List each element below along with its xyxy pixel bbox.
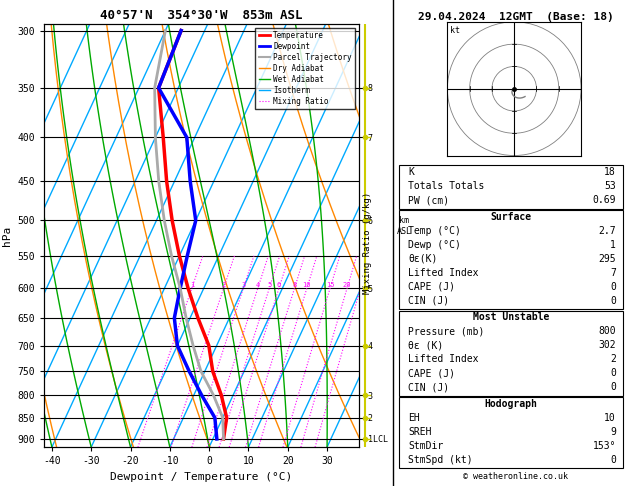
- Text: kt: kt: [450, 26, 460, 35]
- Text: 302: 302: [598, 340, 616, 350]
- Y-axis label: hPa: hPa: [2, 226, 12, 246]
- Text: θε(K): θε(K): [408, 254, 438, 264]
- Text: 153°: 153°: [593, 441, 616, 451]
- Text: 1: 1: [610, 240, 616, 250]
- Text: 0: 0: [610, 382, 616, 392]
- Text: Mixing Ratio (g/kg): Mixing Ratio (g/kg): [364, 192, 372, 294]
- Text: SREH: SREH: [408, 427, 432, 437]
- Text: 18: 18: [604, 167, 616, 177]
- Text: Lifted Index: Lifted Index: [408, 268, 479, 278]
- Text: 29.04.2024  12GMT  (Base: 18): 29.04.2024 12GMT (Base: 18): [418, 12, 614, 22]
- Text: 0: 0: [610, 295, 616, 306]
- Title: 40°57'N  354°30'W  853m ASL: 40°57'N 354°30'W 853m ASL: [100, 9, 303, 22]
- Text: Surface: Surface: [491, 212, 532, 222]
- Text: 7: 7: [610, 268, 616, 278]
- Text: PW (cm): PW (cm): [408, 195, 450, 205]
- Text: 20: 20: [343, 282, 352, 288]
- Text: 0: 0: [610, 281, 616, 292]
- Text: 6: 6: [277, 282, 281, 288]
- Text: 5: 5: [267, 282, 272, 288]
- Legend: Temperature, Dewpoint, Parcel Trajectory, Dry Adiabat, Wet Adiabat, Isotherm, Mi: Temperature, Dewpoint, Parcel Trajectory…: [255, 28, 355, 109]
- Text: 2: 2: [221, 282, 226, 288]
- Text: StmDir: StmDir: [408, 441, 443, 451]
- Y-axis label: km
ASL: km ASL: [397, 216, 412, 236]
- Bar: [399, 165, 623, 208]
- Text: 9: 9: [610, 427, 616, 437]
- Text: Dewp (°C): Dewp (°C): [408, 240, 461, 250]
- Text: CAPE (J): CAPE (J): [408, 368, 455, 378]
- Text: 8: 8: [292, 282, 297, 288]
- Text: Pressure (mb): Pressure (mb): [408, 327, 485, 336]
- Bar: [399, 397, 623, 468]
- Text: θε (K): θε (K): [408, 340, 443, 350]
- X-axis label: Dewpoint / Temperature (°C): Dewpoint / Temperature (°C): [110, 472, 292, 482]
- Text: Hodograph: Hodograph: [484, 399, 538, 409]
- Text: StmSpd (kt): StmSpd (kt): [408, 455, 473, 465]
- Text: 295: 295: [598, 254, 616, 264]
- Text: K: K: [408, 167, 415, 177]
- Text: © weatheronline.co.uk: © weatheronline.co.uk: [464, 472, 568, 481]
- Text: 0.69: 0.69: [593, 195, 616, 205]
- Text: 2: 2: [610, 354, 616, 364]
- Text: Totals Totals: Totals Totals: [408, 181, 485, 191]
- Text: 3: 3: [241, 282, 245, 288]
- Text: 15: 15: [326, 282, 335, 288]
- Text: Most Unstable: Most Unstable: [473, 312, 549, 323]
- Text: Temp (°C): Temp (°C): [408, 226, 461, 236]
- Text: 0: 0: [610, 368, 616, 378]
- Text: EH: EH: [408, 413, 420, 423]
- Text: 10: 10: [303, 282, 311, 288]
- Bar: [399, 311, 623, 396]
- Text: 1: 1: [190, 282, 194, 288]
- Text: 2.7: 2.7: [598, 226, 616, 236]
- Text: Lifted Index: Lifted Index: [408, 354, 479, 364]
- Bar: [399, 210, 623, 309]
- Text: 10: 10: [604, 413, 616, 423]
- Text: CAPE (J): CAPE (J): [408, 281, 455, 292]
- Text: 800: 800: [598, 327, 616, 336]
- Text: 0: 0: [610, 455, 616, 465]
- Text: 4: 4: [255, 282, 260, 288]
- Text: 53: 53: [604, 181, 616, 191]
- Text: CIN (J): CIN (J): [408, 382, 450, 392]
- Text: CIN (J): CIN (J): [408, 295, 450, 306]
